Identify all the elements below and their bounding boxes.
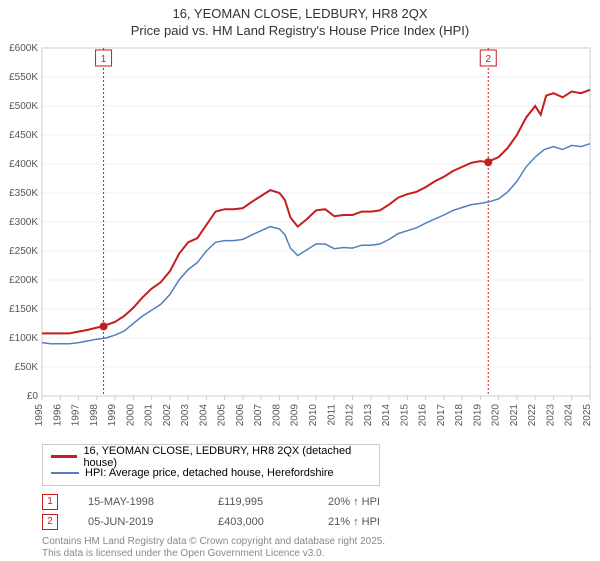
legend-label-2: HPI: Average price, detached house, Here… [85, 467, 334, 479]
svg-text:£150K: £150K [9, 304, 38, 315]
svg-text:2018: 2018 [454, 403, 465, 426]
svg-text:2010: 2010 [308, 403, 319, 426]
svg-text:1997: 1997 [71, 403, 82, 426]
svg-text:2021: 2021 [509, 403, 520, 426]
transaction-date-1: 15-MAY-1998 [88, 496, 188, 508]
legend-series-box: 16, YEOMAN CLOSE, LEDBURY, HR8 2QX (deta… [42, 444, 380, 486]
transaction-badge-2: 2 [42, 514, 58, 530]
title-line-2: Price paid vs. HM Land Registry's House … [0, 23, 600, 40]
svg-text:2017: 2017 [436, 403, 447, 426]
svg-text:£450K: £450K [9, 130, 38, 141]
chart-title: 16, YEOMAN CLOSE, LEDBURY, HR8 2QX Price… [0, 0, 600, 40]
svg-text:£350K: £350K [9, 188, 38, 199]
title-line-1: 16, YEOMAN CLOSE, LEDBURY, HR8 2QX [0, 6, 600, 23]
svg-text:£400K: £400K [9, 159, 38, 170]
svg-text:1995: 1995 [34, 403, 45, 426]
svg-text:2020: 2020 [491, 403, 502, 426]
svg-text:1: 1 [101, 54, 107, 65]
svg-text:2014: 2014 [381, 403, 392, 426]
svg-text:2022: 2022 [527, 403, 538, 426]
marker-dot-1 [100, 322, 108, 330]
transaction-pct-1: 20% ↑ HPI [328, 496, 408, 508]
transaction-row-2: 2 05-JUN-2019 £403,000 21% ↑ HPI [42, 512, 600, 532]
svg-text:£600K: £600K [9, 43, 38, 54]
chart-area: £0 £50K £100K £150K £200K £250K £300K £350K £400… [0, 40, 600, 440]
svg-text:1996: 1996 [52, 403, 63, 426]
svg-text:2023: 2023 [545, 403, 556, 426]
svg-text:2002: 2002 [162, 403, 173, 426]
transaction-price-2: £403,000 [218, 516, 298, 528]
svg-text:£250K: £250K [9, 246, 38, 257]
svg-text:2013: 2013 [363, 403, 374, 426]
svg-text:2016: 2016 [418, 403, 429, 426]
legend-swatch-2 [51, 472, 79, 474]
svg-text:£200K: £200K [9, 275, 38, 286]
svg-text:2003: 2003 [180, 403, 191, 426]
transaction-pct-2: 21% ↑ HPI [328, 516, 408, 528]
svg-text:2007: 2007 [253, 403, 264, 426]
transaction-price-1: £119,995 [218, 496, 298, 508]
chart-svg: £0 £50K £100K £150K £200K £250K £300K £350K £400… [0, 40, 600, 440]
svg-text:£0: £0 [27, 391, 39, 402]
attribution-line-2: This data is licensed under the Open Gov… [42, 548, 562, 561]
svg-text:£50K: £50K [15, 362, 39, 373]
transaction-date-2: 05-JUN-2019 [88, 516, 188, 528]
svg-text:2: 2 [485, 54, 491, 65]
svg-text:2008: 2008 [271, 403, 282, 426]
legend-swatch-1 [51, 455, 77, 458]
svg-text:2025: 2025 [582, 403, 593, 426]
svg-text:1998: 1998 [89, 403, 100, 426]
legend-label-1: 16, YEOMAN CLOSE, LEDBURY, HR8 2QX (deta… [83, 445, 371, 469]
attribution-line-1: Contains HM Land Registry data © Crown c… [42, 536, 562, 549]
svg-text:2000: 2000 [125, 403, 136, 426]
legend-item-2: HPI: Average price, detached house, Here… [51, 465, 371, 481]
series-line-1 [42, 90, 590, 334]
svg-text:£500K: £500K [9, 101, 38, 112]
attribution: Contains HM Land Registry data © Crown c… [42, 536, 562, 561]
series-line-2 [42, 143, 590, 343]
legend: 16, YEOMAN CLOSE, LEDBURY, HR8 2QX (deta… [42, 444, 556, 486]
svg-text:£100K: £100K [9, 333, 38, 344]
transaction-row-1: 1 15-MAY-1998 £119,995 20% ↑ HPI [42, 492, 600, 512]
svg-text:2004: 2004 [198, 403, 209, 426]
legend-item-1: 16, YEOMAN CLOSE, LEDBURY, HR8 2QX (deta… [51, 449, 371, 465]
svg-text:2009: 2009 [290, 403, 301, 426]
marker-dot-2 [484, 158, 492, 166]
svg-text:2011: 2011 [326, 403, 337, 425]
svg-text:£550K: £550K [9, 72, 38, 83]
transaction-badge-1: 1 [42, 494, 58, 510]
svg-text:2005: 2005 [217, 403, 228, 426]
svg-text:£300K: £300K [9, 217, 38, 228]
svg-text:2015: 2015 [399, 403, 410, 426]
svg-text:2006: 2006 [235, 403, 246, 426]
svg-text:1999: 1999 [107, 403, 118, 426]
svg-text:2001: 2001 [144, 403, 155, 426]
svg-text:2019: 2019 [472, 403, 483, 426]
svg-text:2012: 2012 [345, 403, 356, 426]
transaction-rows: 1 15-MAY-1998 £119,995 20% ↑ HPI 2 05-JU… [42, 492, 600, 532]
svg-text:2024: 2024 [564, 403, 575, 426]
